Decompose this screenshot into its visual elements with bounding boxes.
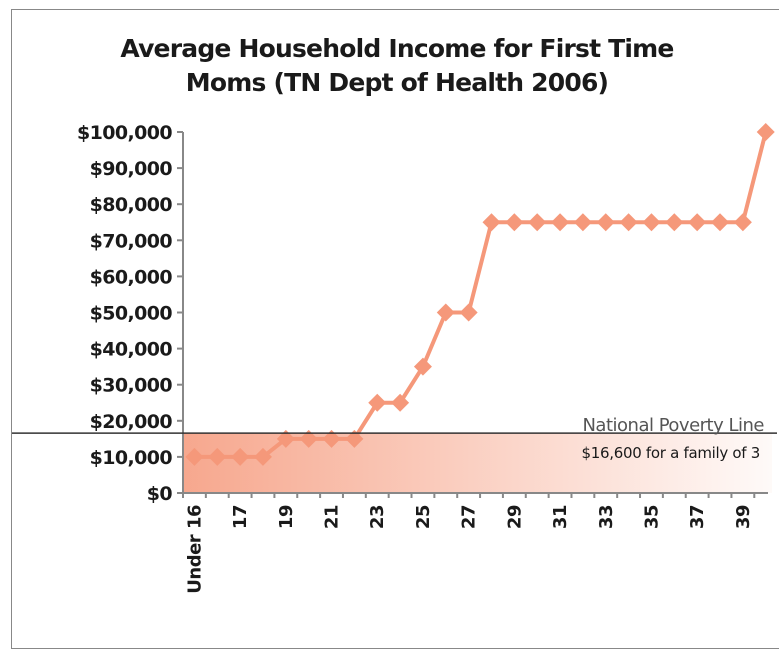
poverty-line-sublabel: $16,600 for a family of 3 [582,444,760,462]
data-point-marker [391,393,410,412]
x-tick-label: 33 [596,505,617,529]
data-point-marker [368,393,387,412]
y-tick-label: $60,000 [90,266,173,288]
data-point-marker [413,357,432,376]
data-point-marker [253,447,272,466]
data-point-marker [619,213,638,232]
poverty-band [183,433,772,493]
x-tick-label: 31 [550,505,571,529]
x-tick-label: 19 [276,505,297,529]
data-point-marker [551,213,570,232]
data-point-marker [482,213,501,232]
y-tick-label: $70,000 [90,230,173,252]
data-point-marker [322,429,341,448]
x-axis: Under 16 17 19 21 23 25 27 29 31 33 35 37 39 [182,493,756,594]
y-tick-label: $10,000 [90,447,173,469]
data-point-marker [231,447,250,466]
x-tick-label: 39 [733,505,754,529]
y-tick-label: $50,000 [90,303,173,325]
x-tick-label: 27 [459,505,480,529]
x-tick-label: 37 [687,505,708,529]
y-tick-label: $0 [147,483,173,505]
data-point-marker [711,213,730,232]
chart-frame [11,9,779,649]
data-point-marker [688,213,707,232]
data-point-marker [276,429,295,448]
x-tick-label: 21 [322,505,343,529]
y-tick-label: $80,000 [90,194,173,216]
data-point-marker [436,303,455,322]
data-point-marker [459,303,478,322]
y-tick-label: $40,000 [90,339,173,361]
data-point-marker [642,213,661,232]
y-tick-label: $20,000 [90,411,173,433]
data-point-marker [665,213,684,232]
y-tick-label: $100,000 [77,122,172,144]
y-tick-label: $30,000 [90,375,173,397]
series-line [194,131,768,459]
data-point-marker [528,213,547,232]
data-point-marker [596,213,615,232]
chart-title-line-2: Moms (TN Dept of Health 2006) [186,68,608,97]
data-point-marker [208,447,227,466]
x-tick-label: 25 [413,505,434,529]
x-tick-label: 29 [504,505,525,529]
data-point-marker [345,429,364,448]
data-point-marker [185,447,204,466]
x-tick-label: 35 [641,505,662,529]
y-tick-label: $90,000 [90,158,173,180]
x-tick-label: 23 [367,505,388,529]
x-tick-label: Under 16 [184,505,205,594]
y-axis: $0 $10,000 $20,000 $30,000 $40,000 $50,000 $60… [77,122,183,505]
data-point-marker [299,429,318,448]
poverty-line-label: National Poverty Line [582,415,764,436]
series-markers [185,123,775,466]
data-point-marker [573,213,592,232]
data-point-marker [733,213,752,232]
chart-title-line-1: Average Household Income for First Time [120,34,673,63]
data-point-marker [505,213,524,232]
x-tick-label: 17 [230,505,251,529]
data-point-marker [756,123,775,141]
